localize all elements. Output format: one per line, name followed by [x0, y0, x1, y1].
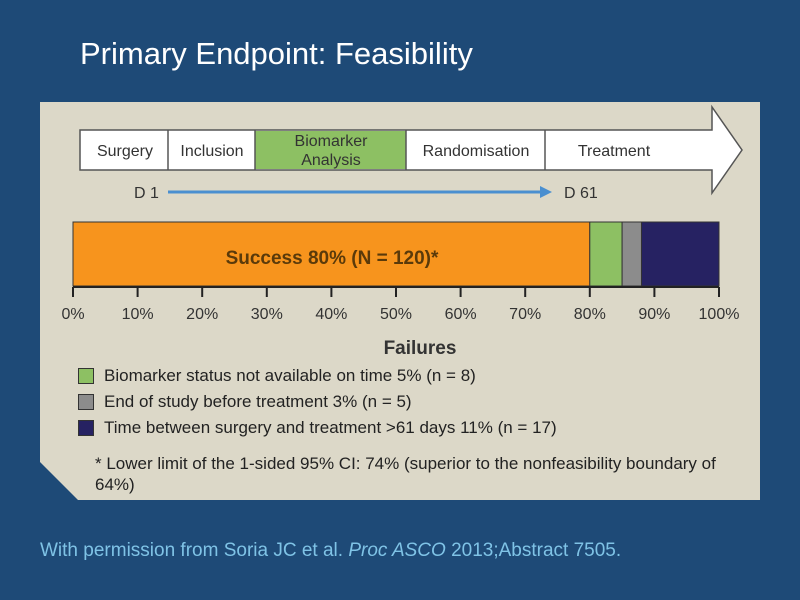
citation-pre: With permission from Soria JC et al.	[40, 540, 349, 561]
legend-swatch-biomarker	[78, 368, 94, 384]
footnote: * Lower limit of the 1-sided 95% CI: 74%…	[95, 454, 716, 494]
citation-post: 2013;Abstract 7505.	[445, 540, 622, 561]
x-tick-label: 100%	[699, 306, 740, 323]
timeline-step-randomisation: Randomisation	[423, 143, 530, 160]
legend-item-biomarker: Biomarker status not available on time 5…	[104, 366, 476, 385]
timeline-highlight	[255, 131, 406, 169]
timeline-step-surgery: Surgery	[97, 143, 153, 160]
success-label: Success 80% (N = 120)*	[226, 248, 439, 269]
x-tick-label: 10%	[122, 306, 154, 323]
day-arrow-head	[540, 186, 552, 198]
legend-item-time-between: Time between surgery and treatment >61 d…	[104, 418, 557, 437]
timeline-arrow	[79, 104, 743, 196]
citation: With permission from Soria JC et al. Pro…	[40, 540, 621, 562]
x-tick-label: 90%	[638, 306, 670, 323]
x-axis-ticks: 0% 10% 20% 30% 40% 50% 60% 70% 80% 90% 100%	[61, 287, 739, 323]
slide-title: Primary Endpoint: Feasibility	[80, 36, 473, 71]
timeline-step-biomarker: Biomarker Analysis	[295, 133, 369, 169]
timeline-step-inclusion: Inclusion	[180, 143, 243, 160]
day-start-label: D 1	[134, 185, 159, 202]
x-tick-label: 0%	[61, 306, 84, 323]
bar-segment-3	[640, 221, 720, 287]
x-tick-label: 40%	[315, 306, 347, 323]
x-tick-label: 30%	[251, 306, 283, 323]
citation-journal: Proc ASCO	[348, 540, 446, 561]
bar-segment-1	[589, 221, 623, 287]
x-tick-label: 50%	[380, 306, 412, 323]
x-tick-label: 20%	[186, 306, 218, 323]
legend-swatch-end-of-study	[78, 394, 94, 410]
stacked-bar	[72, 221, 720, 287]
legend-swatch-time-between	[78, 420, 94, 436]
bar-segment-2	[621, 221, 642, 287]
x-tick-label: 80%	[574, 306, 606, 323]
x-tick-label: 70%	[509, 306, 541, 323]
legend-item-end-of-study: End of study before treatment 3% (n = 5)	[104, 392, 412, 411]
timeline-step-treatment: Treatment	[578, 143, 651, 160]
content-panel	[40, 102, 760, 500]
day-end-label: D 61	[564, 185, 598, 202]
x-tick-label: 60%	[445, 306, 477, 323]
failures-heading: Failures	[383, 338, 457, 359]
